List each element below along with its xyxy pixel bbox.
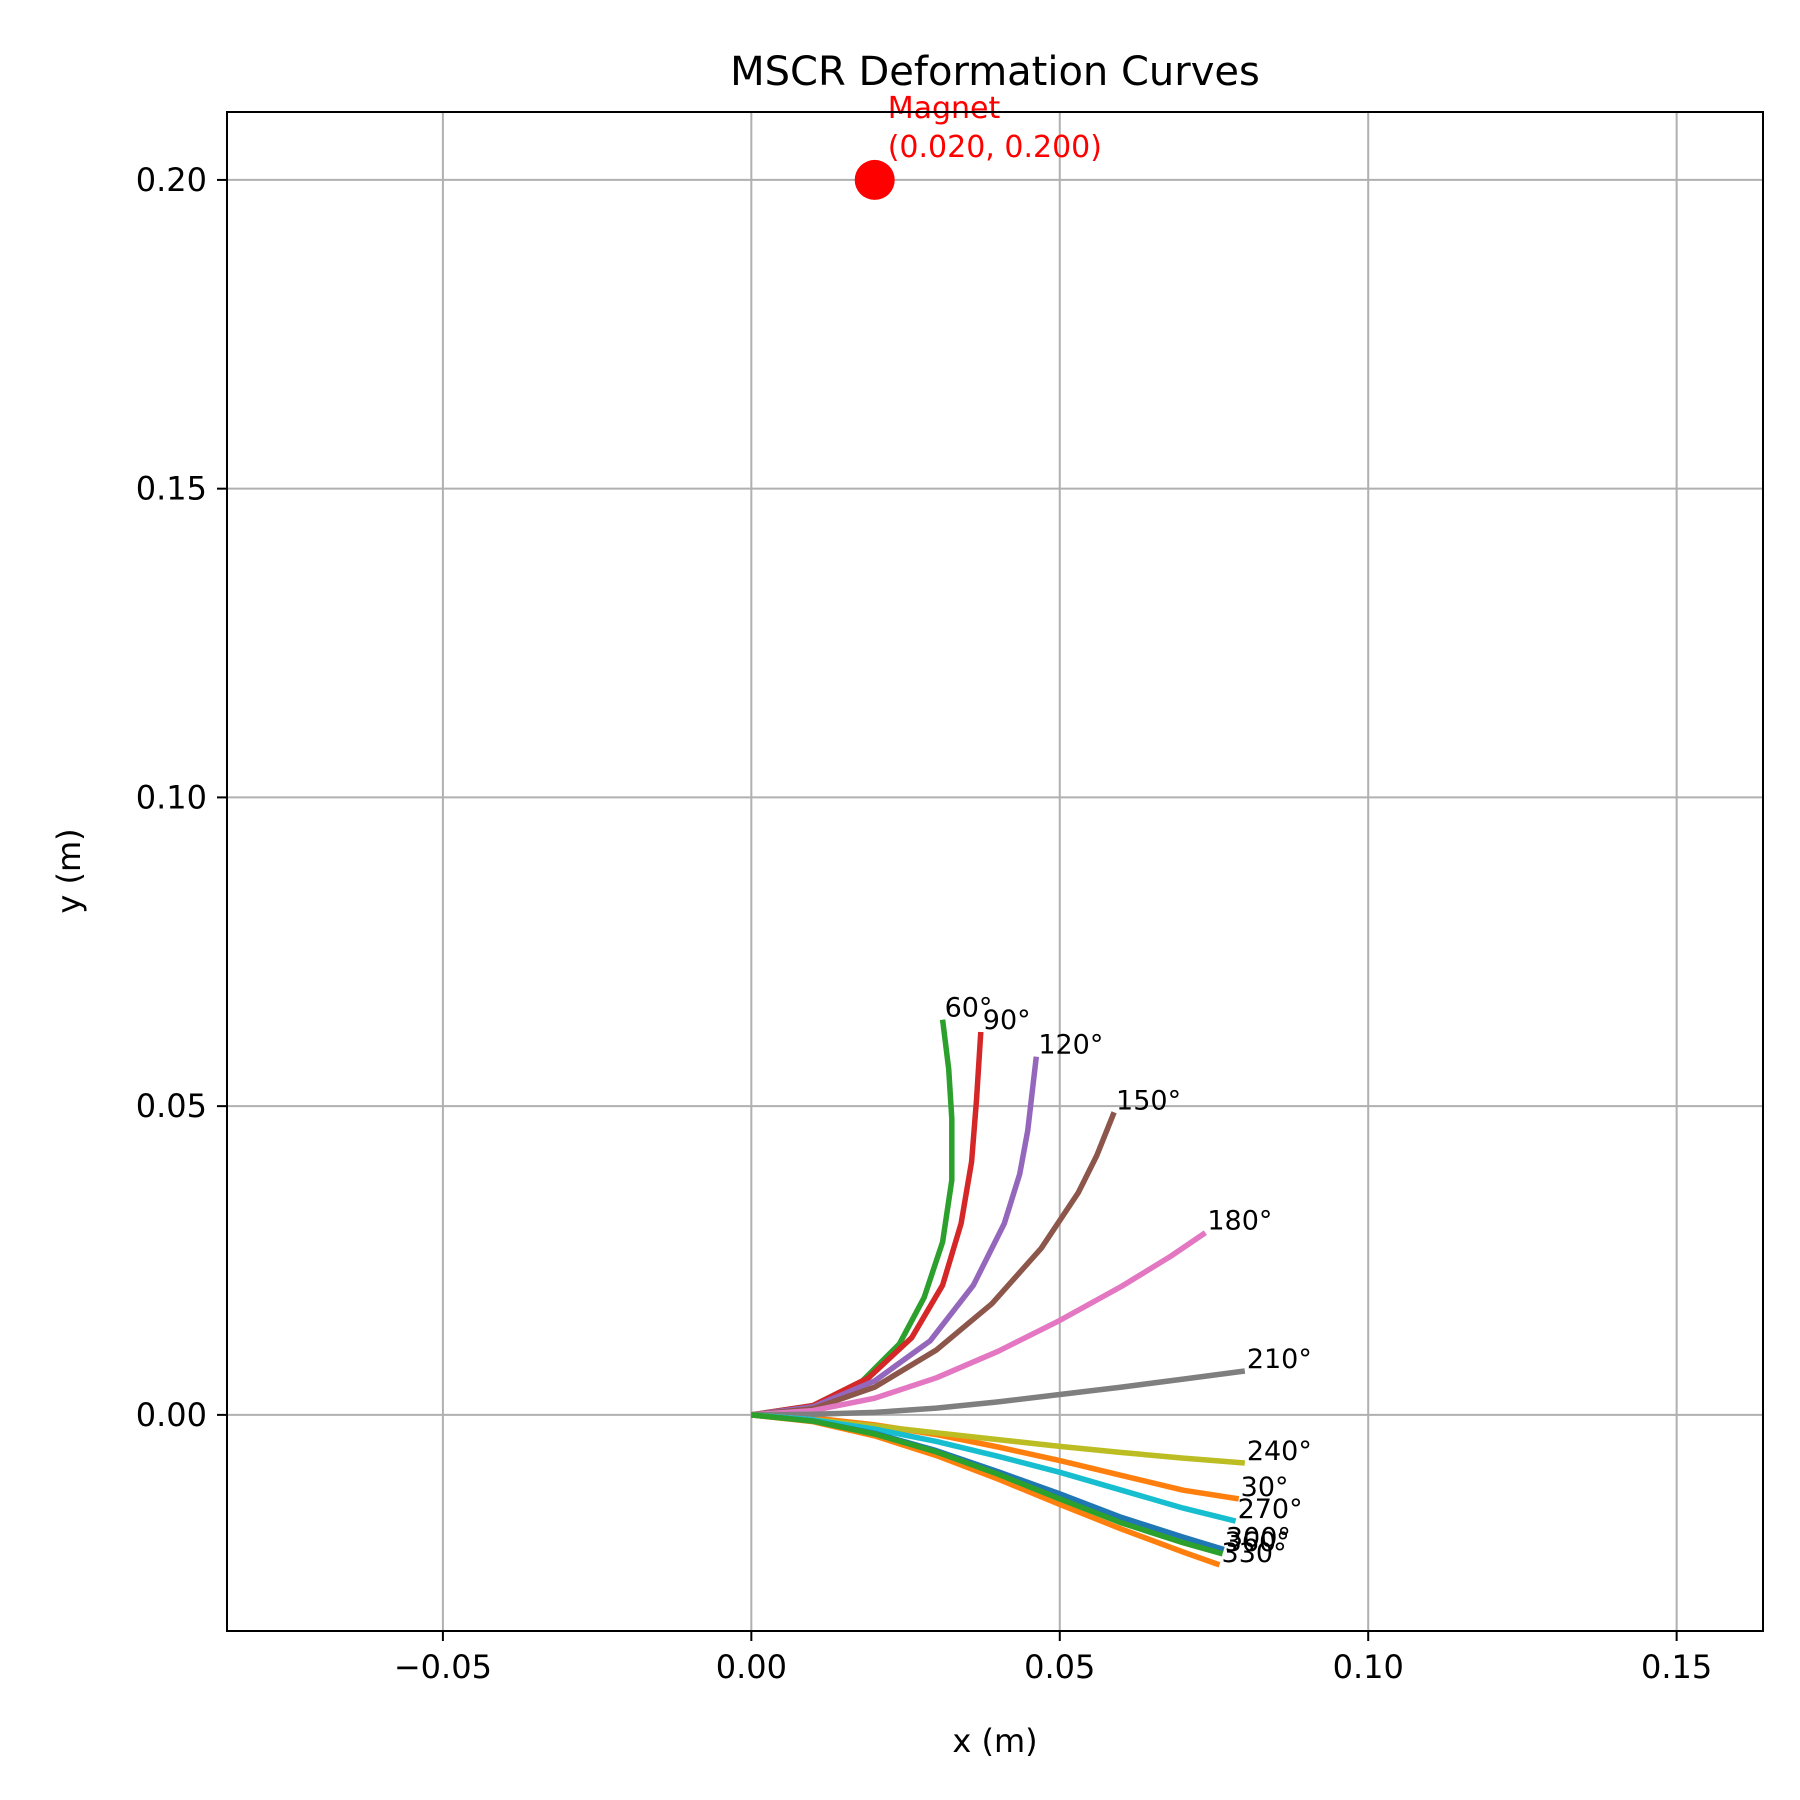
magnet-label-coords: (0.020, 0.200) [888,130,1102,165]
curve-label-210: 210° [1247,1344,1312,1375]
y-axis-ticks: 0.00 0.05 0.10 0.15 0.20 [136,161,227,1434]
curve-label-180: 180° [1207,1206,1272,1237]
y-axis-label: y (m) [50,828,88,913]
x-tick-label: 0.00 [716,1648,787,1686]
curve-180 [751,1230,1207,1418]
axes-frame [226,111,1764,1632]
curve-label-300: 300° [1226,1522,1291,1553]
x-axis-label: x (m) [952,1722,1037,1760]
curve-label-330: 330° [1222,1538,1287,1569]
curve-150 [751,1111,1117,1418]
curve-label-240: 240° [1247,1436,1312,1467]
curve-labels: 30° 60°90°120° 150° 180° 210° 240° 270°300°330… [945,993,1312,1569]
x-tick-label: 0.05 [1024,1648,1095,1686]
curve-210 [751,1368,1246,1418]
curve-label-120: 120° [1038,1030,1103,1061]
grid [227,112,1763,1631]
y-tick-label: 0.20 [136,161,207,199]
y-tick-label: 0.00 [136,1396,207,1434]
y-tick-label: 0.15 [136,470,207,508]
x-tick-label: −0.05 [394,1648,492,1686]
curve-label-270: 270° [1238,1494,1303,1525]
curve-label-360: 360° [1225,1527,1290,1558]
magnet-label-name: Magnet [888,91,1001,126]
y-tick-label: 0.10 [136,778,207,816]
curve-label-90: 90° [983,1005,1031,1036]
curve-label-30: 30° [1241,1472,1289,1503]
curve-120 [750,1056,1040,1418]
curve-label-150: 150° [1116,1085,1181,1116]
x-tick-label: 0.10 [1333,1648,1404,1686]
y-tick-label: 0.05 [136,1087,207,1125]
x-axis-ticks: −0.05 0.00 0.05 0.10 0.15 [394,1631,1712,1686]
magnet-marker [854,159,895,200]
chart-title: MSCR Deformation Curves [730,49,1260,95]
magnet: Magnet (0.020, 0.200) [854,91,1102,200]
curve-label-60: 60° [945,993,993,1024]
x-tick-label: 0.15 [1641,1648,1712,1686]
curve-360 [751,1412,1224,1557]
curves [750,1019,1246,1568]
